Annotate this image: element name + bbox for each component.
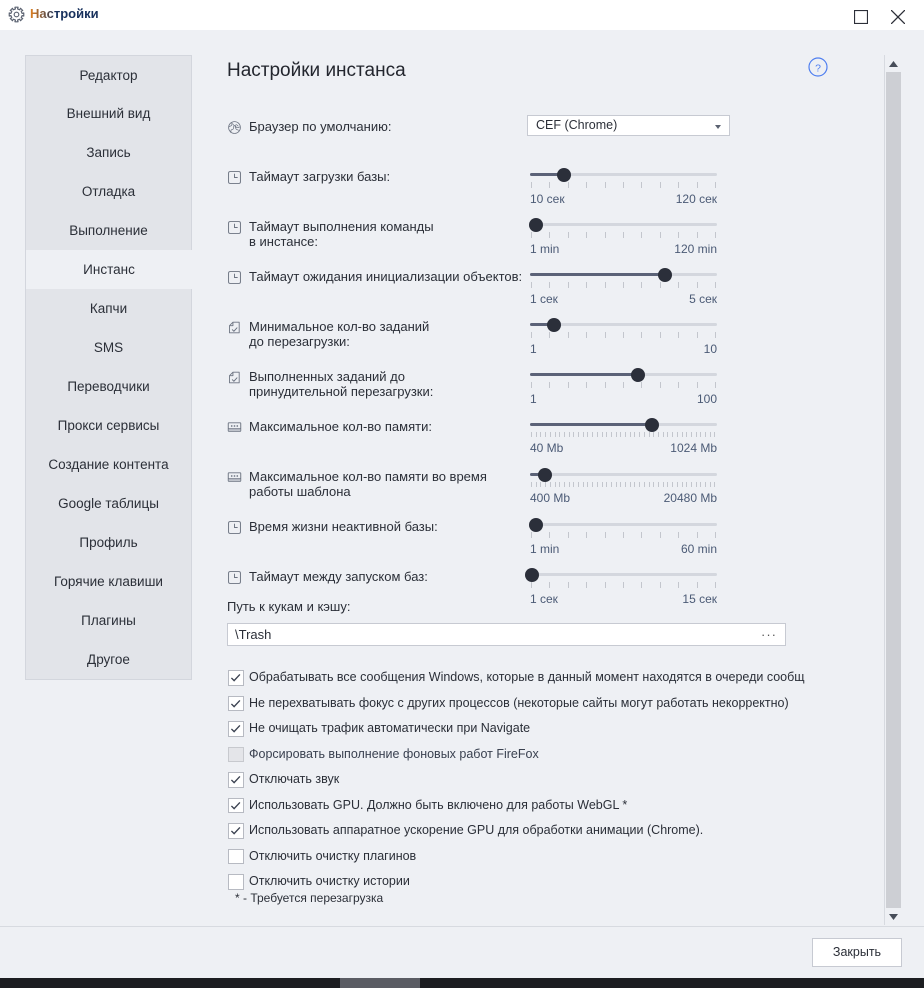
svg-text:?: ? [815,63,821,75]
